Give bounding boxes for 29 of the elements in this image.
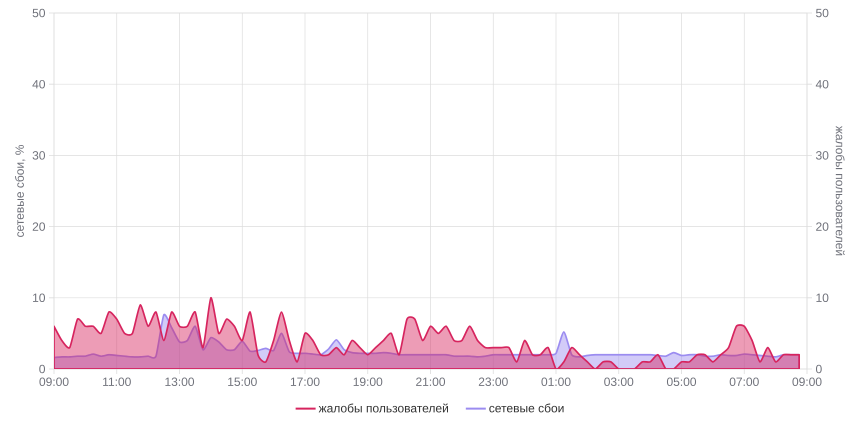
y2-tick-label: 40	[816, 80, 828, 88]
x-tick-label: 13:00	[165, 378, 194, 386]
x-tick-label: 09:00	[39, 378, 69, 386]
y2-tick-label: 50	[816, 8, 828, 18]
x-tick-label: 23:00	[478, 378, 508, 386]
y2-tick-label: 30	[816, 151, 828, 160]
x-tick-label: 17:00	[290, 378, 320, 386]
x-tick-label: 09:00	[792, 378, 822, 386]
legend-label: сетевые сбои	[489, 404, 564, 412]
x-tick-label: 21:00	[416, 378, 446, 386]
y-tick-label: 30	[32, 151, 46, 160]
x-tick-label: 05:00	[666, 378, 696, 386]
y2-tick-label: 0	[816, 364, 822, 374]
y-axis-title: сетевые сбои, %	[14, 144, 26, 237]
y-tick-label: 40	[32, 80, 46, 88]
y-tick-label: 50	[32, 8, 46, 18]
x-tick-label: 07:00	[730, 378, 759, 386]
legend-label: жалобы пользователей	[318, 403, 448, 412]
x-tick-label: 01:00	[541, 378, 571, 386]
y-tick-label: 20	[32, 222, 46, 231]
y-tick-label: 0	[39, 364, 46, 374]
y2-axis-title: жалобы пользователей	[836, 126, 845, 256]
x-tick-label: 03:00	[604, 378, 634, 386]
x-tick-label: 19:00	[354, 378, 382, 386]
y-tick-label: 10	[33, 294, 46, 302]
y2-tick-label: 20	[816, 222, 828, 231]
x-tick-label: 11:00	[103, 378, 131, 386]
y2-tick-label: 10	[816, 294, 828, 302]
x-tick-label: 15:00	[228, 378, 257, 386]
